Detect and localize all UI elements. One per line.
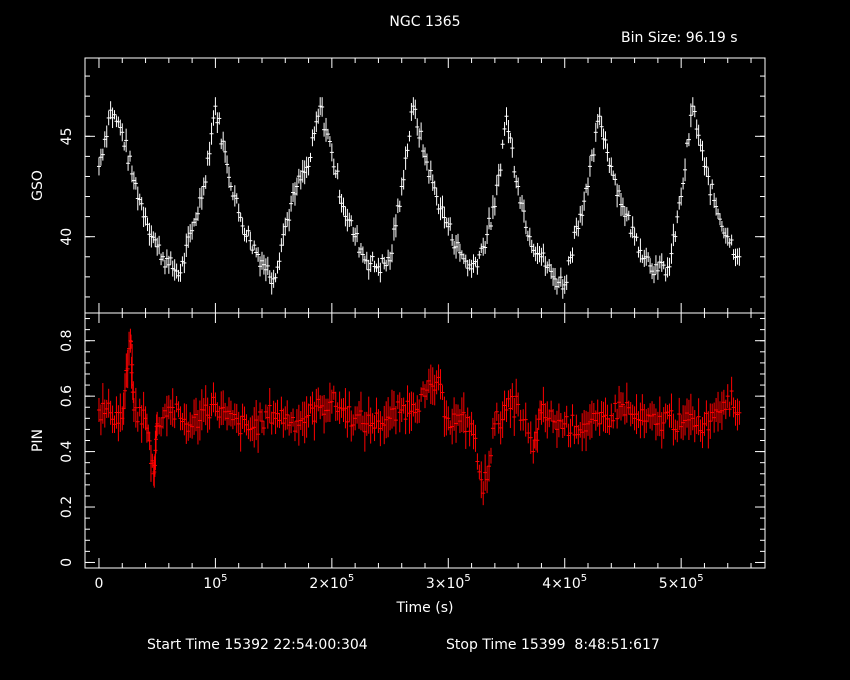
x-tick-label: 105 — [203, 573, 227, 592]
stop-time-label: Stop Time 15399 8:48:51:617 — [446, 637, 660, 653]
y-tick-label: 0.8 — [59, 330, 75, 352]
start-time-label: Start Time 15392 22:54:00:304 — [147, 637, 368, 653]
y-axis-label: GSO — [30, 170, 46, 201]
bin-size-label: Bin Size: 96.19 s — [621, 30, 738, 46]
y-axis-label: PIN — [30, 429, 46, 452]
y-tick-label: 0 — [59, 558, 75, 567]
y-tick-label: 45 — [59, 127, 75, 145]
x-tick-label: 2×105 — [309, 573, 354, 592]
x-tick-label: 4×105 — [542, 573, 587, 592]
y-tick-label: 40 — [59, 228, 75, 246]
x-tick-label: 5×105 — [659, 573, 704, 592]
y-tick-label: 0.4 — [59, 440, 75, 462]
x-axis-label: Time (s) — [396, 600, 454, 616]
x-tick-label: 3×105 — [426, 573, 471, 592]
y-tick-label: 0.2 — [59, 496, 75, 518]
chart-title: NGC 1365 — [389, 14, 461, 30]
x-tick-label: 0 — [95, 576, 104, 592]
y-tick-label: 0.6 — [59, 385, 75, 407]
